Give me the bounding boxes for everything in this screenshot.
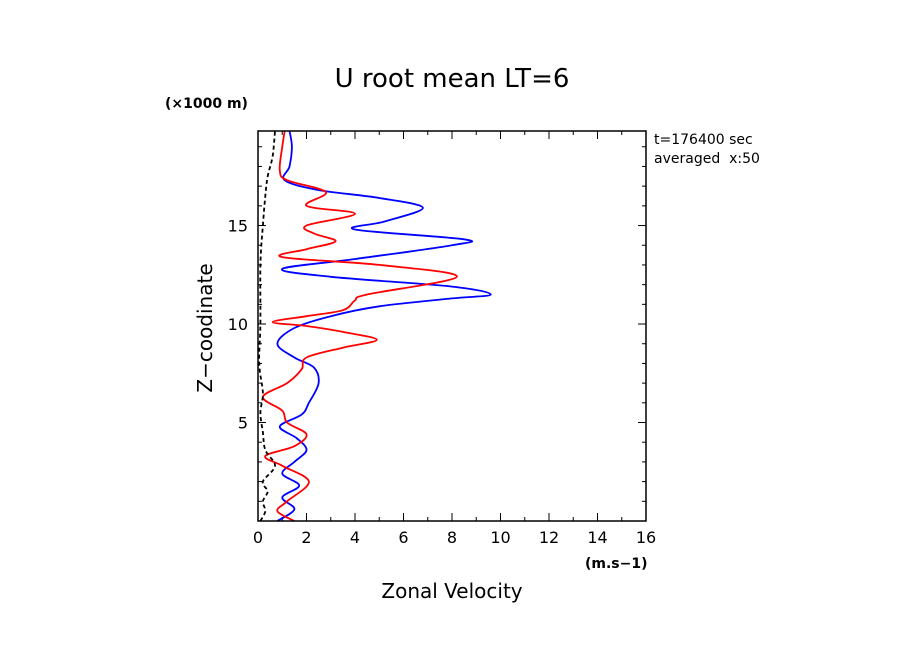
x-tick-label: 6 [398,528,408,547]
series-line-1 [262,130,458,522]
x-tick-label: 14 [587,528,607,547]
series-line-2 [258,130,276,522]
annotations: t=176400 sec averaged x:50 [654,132,760,167]
x-axis-label: Zonal Velocity [381,579,522,603]
x-unit-label: (m.s−1) [585,556,648,572]
y-tick-label: 5 [238,414,248,433]
annotation-text: t=176400 sec [654,132,753,148]
x-tick-label: 12 [539,528,559,547]
x-tick-label: 4 [350,528,360,547]
x-tick-label: 16 [636,528,656,547]
y-unit-label: (×1000 m) [165,96,248,112]
chart-title: U root mean LT=6 [335,64,570,94]
x-tick-label: 2 [301,528,311,547]
x-tick-label: 10 [490,528,510,547]
y-tick-label: 10 [228,315,248,334]
y-tick-label: 15 [228,217,248,236]
plot-frame [257,130,647,522]
series-lines [258,130,492,522]
series-line-0 [276,130,492,522]
y-axis-label: Z−coodinate [193,263,217,392]
x-tick-label: 8 [447,528,457,547]
axis-ticks: 0 2 4 6 8 10 12 14 16 5 10 15 [228,131,656,547]
x-tick-label: 0 [253,528,263,547]
annotation-text: averaged x:50 [654,151,760,167]
